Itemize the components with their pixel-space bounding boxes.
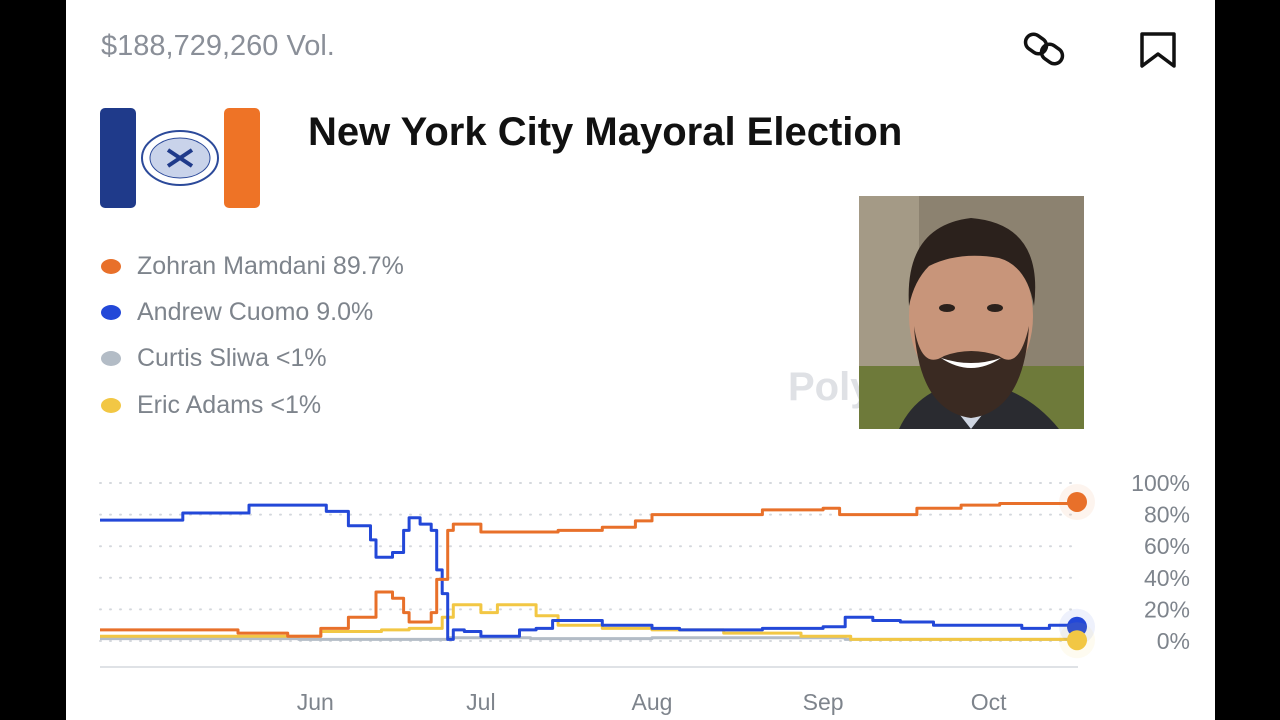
price-history-chart: 100% 80% 60% 40% 20% 0% Jun Jul Aug Sep Oct	[99, 470, 1190, 715]
legend-label: Andrew Cuomo 9.0%	[137, 298, 374, 326]
legend-label: Curtis Sliwa <1%	[137, 344, 327, 372]
x-tick-label: Aug	[632, 689, 673, 715]
series-line-andrew-cuomo	[100, 503, 1079, 641]
y-tick-label: 20%	[1144, 596, 1190, 622]
candidate-photo	[859, 196, 1084, 429]
endpoint-marker	[1067, 491, 1087, 512]
market-card: $188,729,260 Vol. New York City Mayoral …	[66, 0, 1215, 720]
legend-dot	[101, 398, 121, 413]
x-tick-label: Jul	[466, 689, 495, 715]
y-tick-label: 40%	[1144, 565, 1190, 591]
volume-label: $188,729,260 Vol.	[101, 30, 335, 62]
y-tick-label: 60%	[1144, 533, 1190, 559]
legend-item: Zohran Mamdani 89.7%	[101, 252, 404, 281]
endpoint-marker	[1067, 630, 1087, 651]
x-tick-label: Jun	[297, 689, 334, 715]
legend-dot	[101, 259, 121, 274]
y-tick-label: 100%	[1131, 470, 1190, 496]
legend-label: Eric Adams <1%	[137, 391, 322, 419]
legend-item: Curtis Sliwa <1%	[101, 344, 327, 373]
legend-dot	[101, 305, 121, 320]
legend-item: Andrew Cuomo 9.0%	[101, 298, 373, 327]
nyc-flag	[100, 108, 260, 213]
y-tick-label: 0%	[1157, 628, 1190, 654]
series-line-eric-adams	[100, 603, 1079, 641]
legend-dot	[101, 351, 121, 366]
legend-label: Zohran Mamdani 89.7%	[137, 252, 404, 280]
legend-item: Eric Adams <1%	[101, 391, 321, 420]
y-tick-label: 80%	[1144, 502, 1190, 528]
bookmark-icon[interactable]	[1139, 32, 1179, 73]
x-tick-label: Oct	[971, 689, 1007, 715]
series-line-curtis-sliwa	[100, 636, 1079, 641]
link-icon[interactable]	[1021, 30, 1071, 75]
x-tick-label: Sep	[803, 689, 844, 715]
series-line-zohran-mamdani	[100, 502, 1079, 638]
page-title: New York City Mayoral Election	[308, 110, 903, 154]
